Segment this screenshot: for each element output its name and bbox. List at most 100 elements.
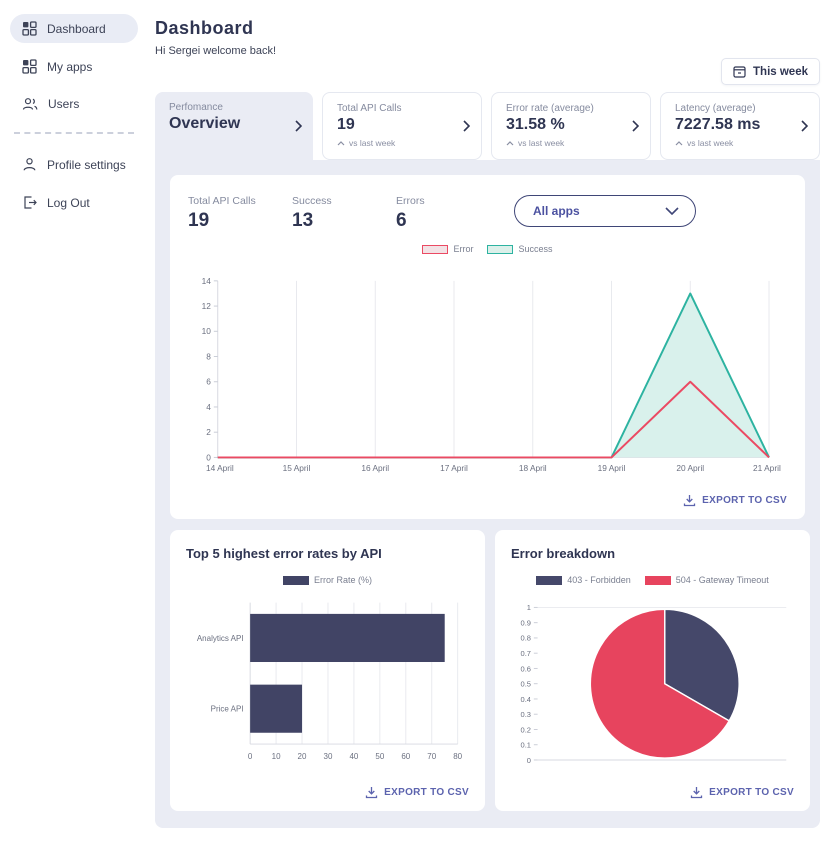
svg-text:17 April: 17 April <box>440 463 468 473</box>
stat-total-api-calls: Total API Calls 19 <box>188 195 256 231</box>
app-filter-select[interactable]: All apps <box>514 195 696 227</box>
page-header: Dashboard Hi Sergei welcome back! This w… <box>155 0 820 92</box>
svg-text:50: 50 <box>375 752 384 761</box>
sidebar-item-my-apps[interactable]: My apps <box>10 52 138 81</box>
app-filter-value: All apps <box>533 204 580 218</box>
chevron-down-icon <box>665 207 679 215</box>
pie-chart: 1 0.9 0.8 0.7 0.6 0.5 0.4 0.3 0.2 0.1 0 <box>511 587 794 786</box>
sidebar-item-dashboard[interactable]: Dashboard <box>10 14 138 43</box>
tab-trend: vs last week <box>506 138 624 148</box>
legend-swatch-success <box>487 244 514 254</box>
panel-title: Top 5 highest error rates by API <box>186 546 382 561</box>
sidebar-item-users[interactable]: Users <box>10 90 138 118</box>
line-chart: 0 2 4 6 8 10 12 14 14 April 15 April 16 April 17 Ap… <box>188 258 787 494</box>
export-csv-button[interactable]: EXPORT TO CSV <box>365 786 469 799</box>
svg-text:15 April: 15 April <box>283 463 311 473</box>
export-csv-button[interactable]: EXPORT TO CSV <box>690 786 794 799</box>
pie-chart-legend: 403 - Forbidden 504 - Gateway Timeout <box>511 575 794 585</box>
svg-text:20: 20 <box>298 752 307 761</box>
tab-value: 7227.58 ms <box>675 116 761 133</box>
stat-success: Success 13 <box>292 195 332 231</box>
svg-text:0: 0 <box>527 755 531 764</box>
svg-text:80: 80 <box>453 752 462 761</box>
bar-chart-legend: Error Rate (%) <box>186 575 469 585</box>
svg-text:19 April: 19 April <box>598 463 626 473</box>
sidebar-item-log-out[interactable]: Log Out <box>10 188 138 217</box>
legend-swatch-error <box>422 244 449 254</box>
calendar-icon <box>733 65 746 78</box>
tab-label: Total API Calls <box>337 103 402 114</box>
download-icon <box>683 494 696 507</box>
svg-text:0.9: 0.9 <box>521 618 531 627</box>
content-surface: Total API Calls 19 Success 13 Errors 6 A… <box>155 160 820 828</box>
svg-text:10: 10 <box>202 326 212 336</box>
sidebar-item-label: Dashboard <box>47 21 106 36</box>
svg-text:0.7: 0.7 <box>521 649 531 658</box>
tab-label: Error rate (average) <box>506 103 594 114</box>
sidebar-item-label: My apps <box>47 59 93 74</box>
chevron-right-icon <box>801 120 808 132</box>
svg-text:0.3: 0.3 <box>521 710 531 719</box>
tab-value: 31.58 % <box>506 116 565 133</box>
legend-swatch-error-rate <box>282 575 309 585</box>
logout-icon <box>22 195 37 210</box>
svg-text:0.1: 0.1 <box>521 740 531 749</box>
grid-icon <box>22 21 37 36</box>
svg-text:Price API: Price API <box>211 704 244 713</box>
sidebar-item-label: Profile settings <box>47 157 126 172</box>
svg-text:21 April: 21 April <box>753 463 781 473</box>
export-csv-button[interactable]: EXPORT TO CSV <box>683 494 787 507</box>
users-icon <box>22 97 38 111</box>
top-errors-panel: Top 5 highest error rates by API Error R… <box>170 530 485 811</box>
caret-up-icon <box>675 140 683 146</box>
svg-text:0.6: 0.6 <box>521 664 531 673</box>
svg-text:12: 12 <box>202 301 212 311</box>
line-chart-legend: Error Success <box>188 244 787 254</box>
page-subtitle: Hi Sergei welcome back! <box>155 45 277 57</box>
svg-text:60: 60 <box>401 752 410 761</box>
legend-item-success: Success <box>487 244 553 254</box>
svg-text:18 April: 18 April <box>519 463 547 473</box>
svg-text:0.5: 0.5 <box>521 679 531 688</box>
svg-text:10: 10 <box>272 752 281 761</box>
svg-text:16 April: 16 April <box>361 463 389 473</box>
error-breakdown-panel: Error breakdown 403 - Forbidden 504 - Ga… <box>495 530 810 811</box>
svg-text:0.4: 0.4 <box>521 694 531 703</box>
caret-up-icon <box>337 140 345 146</box>
stat-errors: Errors 6 <box>396 195 425 231</box>
tab-total-api-calls[interactable]: Total API Calls 19 vs last week <box>322 92 482 160</box>
tab-latency[interactable]: Latency (average) 7227.58 ms vs last wee… <box>660 92 820 160</box>
svg-text:14: 14 <box>202 276 212 286</box>
tab-trend: vs last week <box>337 138 455 148</box>
tab-performance-overview[interactable]: Perfomance Overview <box>155 92 313 160</box>
caret-up-icon <box>506 140 514 146</box>
tab-label: Perfomance <box>169 102 223 113</box>
chevron-right-icon <box>463 120 470 132</box>
svg-text:14 April: 14 April <box>206 463 234 473</box>
overview-panel: Total API Calls 19 Success 13 Errors 6 A… <box>170 175 805 519</box>
chevron-right-icon <box>295 120 302 132</box>
svg-text:0.8: 0.8 <box>521 633 531 642</box>
legend-swatch-403 <box>536 575 563 585</box>
svg-text:0.2: 0.2 <box>521 725 531 734</box>
download-icon <box>690 786 703 799</box>
svg-text:40: 40 <box>349 752 358 761</box>
legend-item-504: 504 - Gateway Timeout <box>644 575 769 585</box>
legend-item-error: Error <box>422 244 473 254</box>
svg-text:20 April: 20 April <box>676 463 704 473</box>
period-selector-button[interactable]: This week <box>721 58 820 85</box>
svg-text:8: 8 <box>206 351 211 361</box>
tab-label: Latency (average) <box>675 103 756 114</box>
stat-tabs: Perfomance Overview Total API Calls 19 v… <box>155 92 820 160</box>
svg-text:30: 30 <box>324 752 333 761</box>
legend-item-error-rate: Error Rate (%) <box>282 575 372 585</box>
page-title: Dashboard <box>155 18 254 38</box>
tab-error-rate[interactable]: Error rate (average) 31.58 % vs last wee… <box>491 92 651 160</box>
tab-trend: vs last week <box>675 138 793 148</box>
sidebar-item-profile-settings[interactable]: Profile settings <box>10 150 138 179</box>
svg-text:Analytics API: Analytics API <box>197 633 244 642</box>
sidebar: Dashboard My apps Users Profile settings <box>0 0 148 846</box>
legend-item-403: 403 - Forbidden <box>536 575 631 585</box>
svg-text:1: 1 <box>527 603 531 612</box>
